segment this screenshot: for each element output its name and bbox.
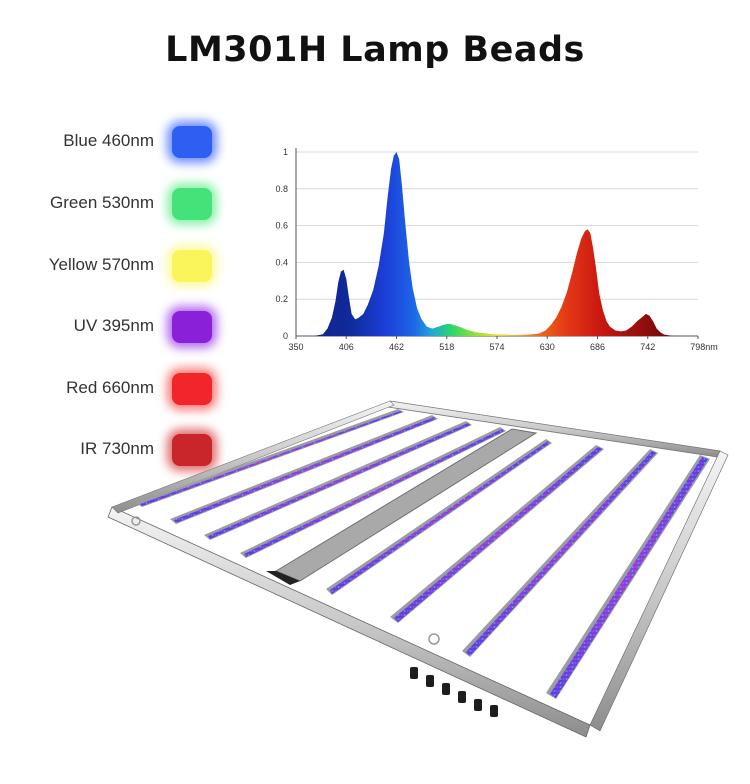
led-bar: [204, 421, 472, 540]
legend-item-red: Red 660nm: [0, 365, 230, 413]
spectrum-chart: 0 0.2 0.4 0.6 0.8 1 350 406 462 518 574 630 686 742 7…: [275, 147, 717, 352]
chart-grid: [296, 151, 698, 300]
cable-connectors: [410, 667, 498, 717]
spectrum-area: [313, 152, 675, 336]
frame-rail-back: [387, 400, 721, 458]
legend-item-ir: IR 730nm: [0, 426, 230, 474]
legend-item-yellow: Yellow 570nm: [0, 242, 230, 290]
x-tick-label: 518: [439, 342, 454, 352]
frame-rail-left: [111, 400, 395, 514]
x-tick-label: 742: [640, 342, 655, 352]
x-axis-ticks: 350 406 462 518 574 630 686 742 798nm: [288, 342, 717, 352]
led-bar: [136, 409, 404, 507]
x-tick-label: 350: [288, 342, 303, 352]
y-tick-label: 0.6: [275, 221, 288, 231]
driver-clip: [266, 571, 300, 585]
legend-swatch: [172, 126, 212, 158]
page-title: LM301H Lamp Beads: [165, 30, 585, 70]
chart-series: [313, 152, 675, 336]
legend-swatch: [172, 434, 212, 466]
led-bar: [390, 445, 604, 623]
x-tick-label: 462: [389, 342, 404, 352]
legend-label: IR 730nm: [80, 439, 154, 458]
x-tick-label: 686: [590, 342, 605, 352]
chart-axes: [295, 148, 699, 339]
led-bar: [326, 439, 552, 595]
y-tick-label: 0.8: [275, 184, 288, 194]
frame-rail-front: [107, 506, 591, 738]
legend-label: Green 530nm: [50, 193, 154, 212]
y-tick-label: 0: [283, 331, 288, 341]
hanging-ring: [428, 633, 440, 645]
legend-swatch: [172, 188, 212, 220]
led-bar: [462, 449, 658, 657]
legend-item-blue: Blue 460nm: [0, 118, 230, 166]
legend-label: Red 660nm: [66, 378, 154, 397]
grow-light-fixture-image: [107, 400, 729, 738]
led-bar: [240, 427, 506, 558]
led-bars: [136, 409, 710, 699]
legend-label: Yellow 570nm: [48, 255, 154, 274]
led-bar: [546, 455, 710, 699]
legend-swatch: [172, 311, 212, 343]
legend-label: Blue 460nm: [63, 131, 154, 150]
hanging-ring: [131, 516, 141, 526]
legend-item-uv: UV 395nm: [0, 303, 230, 351]
legend-swatch: [172, 373, 212, 405]
y-tick-label: 0.4: [275, 257, 288, 267]
led-bar: [170, 415, 438, 524]
frame-rail-right: [589, 450, 729, 732]
y-tick-label: 1: [283, 147, 288, 157]
legend-label: UV 395nm: [73, 316, 154, 335]
x-tick-label: 630: [540, 342, 555, 352]
y-axis-ticks: 0 0.2 0.4 0.6 0.8 1: [275, 147, 288, 341]
x-tick-label: 574: [489, 342, 504, 352]
legend-item-green: Green 530nm: [0, 180, 230, 228]
x-tick-label: 798nm: [690, 342, 718, 352]
x-tick-label: 406: [339, 342, 354, 352]
legend-swatch: [172, 250, 212, 282]
y-tick-label: 0.2: [275, 294, 288, 304]
